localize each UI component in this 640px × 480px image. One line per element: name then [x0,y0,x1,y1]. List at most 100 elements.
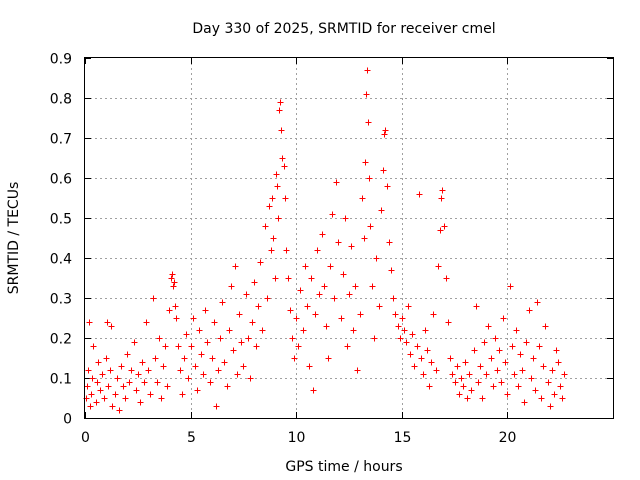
y-tick-label: 0 [63,412,72,428]
data-point [156,335,163,342]
data-point [287,307,294,314]
data-point [549,367,556,374]
data-point [179,391,186,398]
data-point [185,375,192,382]
data-point [86,319,93,326]
data-point [245,335,252,342]
data-point [84,383,91,390]
data-point [504,391,511,398]
data-point [438,195,445,202]
data-point [213,403,220,410]
data-point [255,303,262,310]
data-point [452,379,459,386]
data-point [266,203,273,210]
data-point [418,355,425,362]
data-point [388,267,395,274]
data-point [289,335,296,342]
data-point [192,363,199,370]
x-tick-label: 5 [187,430,196,446]
data-point [88,391,95,398]
data-point [200,371,207,378]
data-point [414,343,421,350]
data-point [428,359,435,366]
data-point [327,263,334,270]
data-point [384,183,391,190]
data-point [107,367,114,374]
data-point [509,343,516,350]
data-point [172,303,179,310]
data-point [224,383,231,390]
data-point [462,359,469,366]
data-point [521,399,528,406]
data-point [471,347,478,354]
data-point [557,383,564,390]
data-point [466,371,473,378]
data-point [276,107,283,114]
data-point [367,223,374,230]
data-point [308,275,315,282]
data-point [251,279,258,286]
data-point [479,395,486,402]
data-point [126,379,133,386]
data-point [551,391,558,398]
data-point [468,387,475,394]
data-point [262,223,269,230]
data-point [350,327,357,334]
data-point [519,367,526,374]
data-point [247,375,254,382]
data-point [236,311,243,318]
data-point [85,367,92,374]
data-point [211,319,218,326]
data-point [147,391,154,398]
y-tick-labels: 0 0.1 0.2 0.3 0.4 0.5 0.6 0.7 0.8 0.9 [50,52,72,428]
data-point [507,283,514,290]
data-point [257,259,264,266]
data-point [139,359,146,366]
data-point [369,283,376,290]
data-point [177,367,184,374]
y-tick-label: 0.6 [50,172,72,188]
data-point [295,343,302,350]
data-point [411,363,418,370]
data-point [175,343,182,350]
data-point [390,295,397,302]
axis-ticks [85,58,613,419]
data-point [89,375,96,382]
data-point [366,175,373,182]
data-point [555,359,562,366]
data-point [316,291,323,298]
data-point [103,355,110,362]
data-point [279,155,286,162]
data-point [312,311,319,318]
y-tick-label: 0.3 [50,292,72,308]
y-tick-label: 0.4 [50,252,72,268]
data-point [386,239,393,246]
data-point [325,355,332,362]
data-point [420,371,427,378]
data-point [171,279,178,286]
data-point [354,367,361,374]
data-point [331,295,338,302]
data-points [83,67,568,414]
data-point [112,391,119,398]
y-tick-label: 0.8 [50,92,72,108]
data-point [118,363,125,370]
data-point [143,319,150,326]
data-point [160,363,167,370]
data-point [458,375,465,382]
data-point [401,327,408,334]
data-point [281,163,288,170]
data-point [314,247,321,254]
data-point [253,343,260,350]
data-point [95,359,102,366]
data-point [168,275,175,282]
data-point [278,127,285,134]
data-point [297,287,304,294]
data-point [488,355,495,362]
data-point [517,351,524,358]
data-point [217,335,224,342]
data-point [454,363,461,370]
data-point [536,343,543,350]
data-point [534,299,541,306]
data-point [392,311,399,318]
